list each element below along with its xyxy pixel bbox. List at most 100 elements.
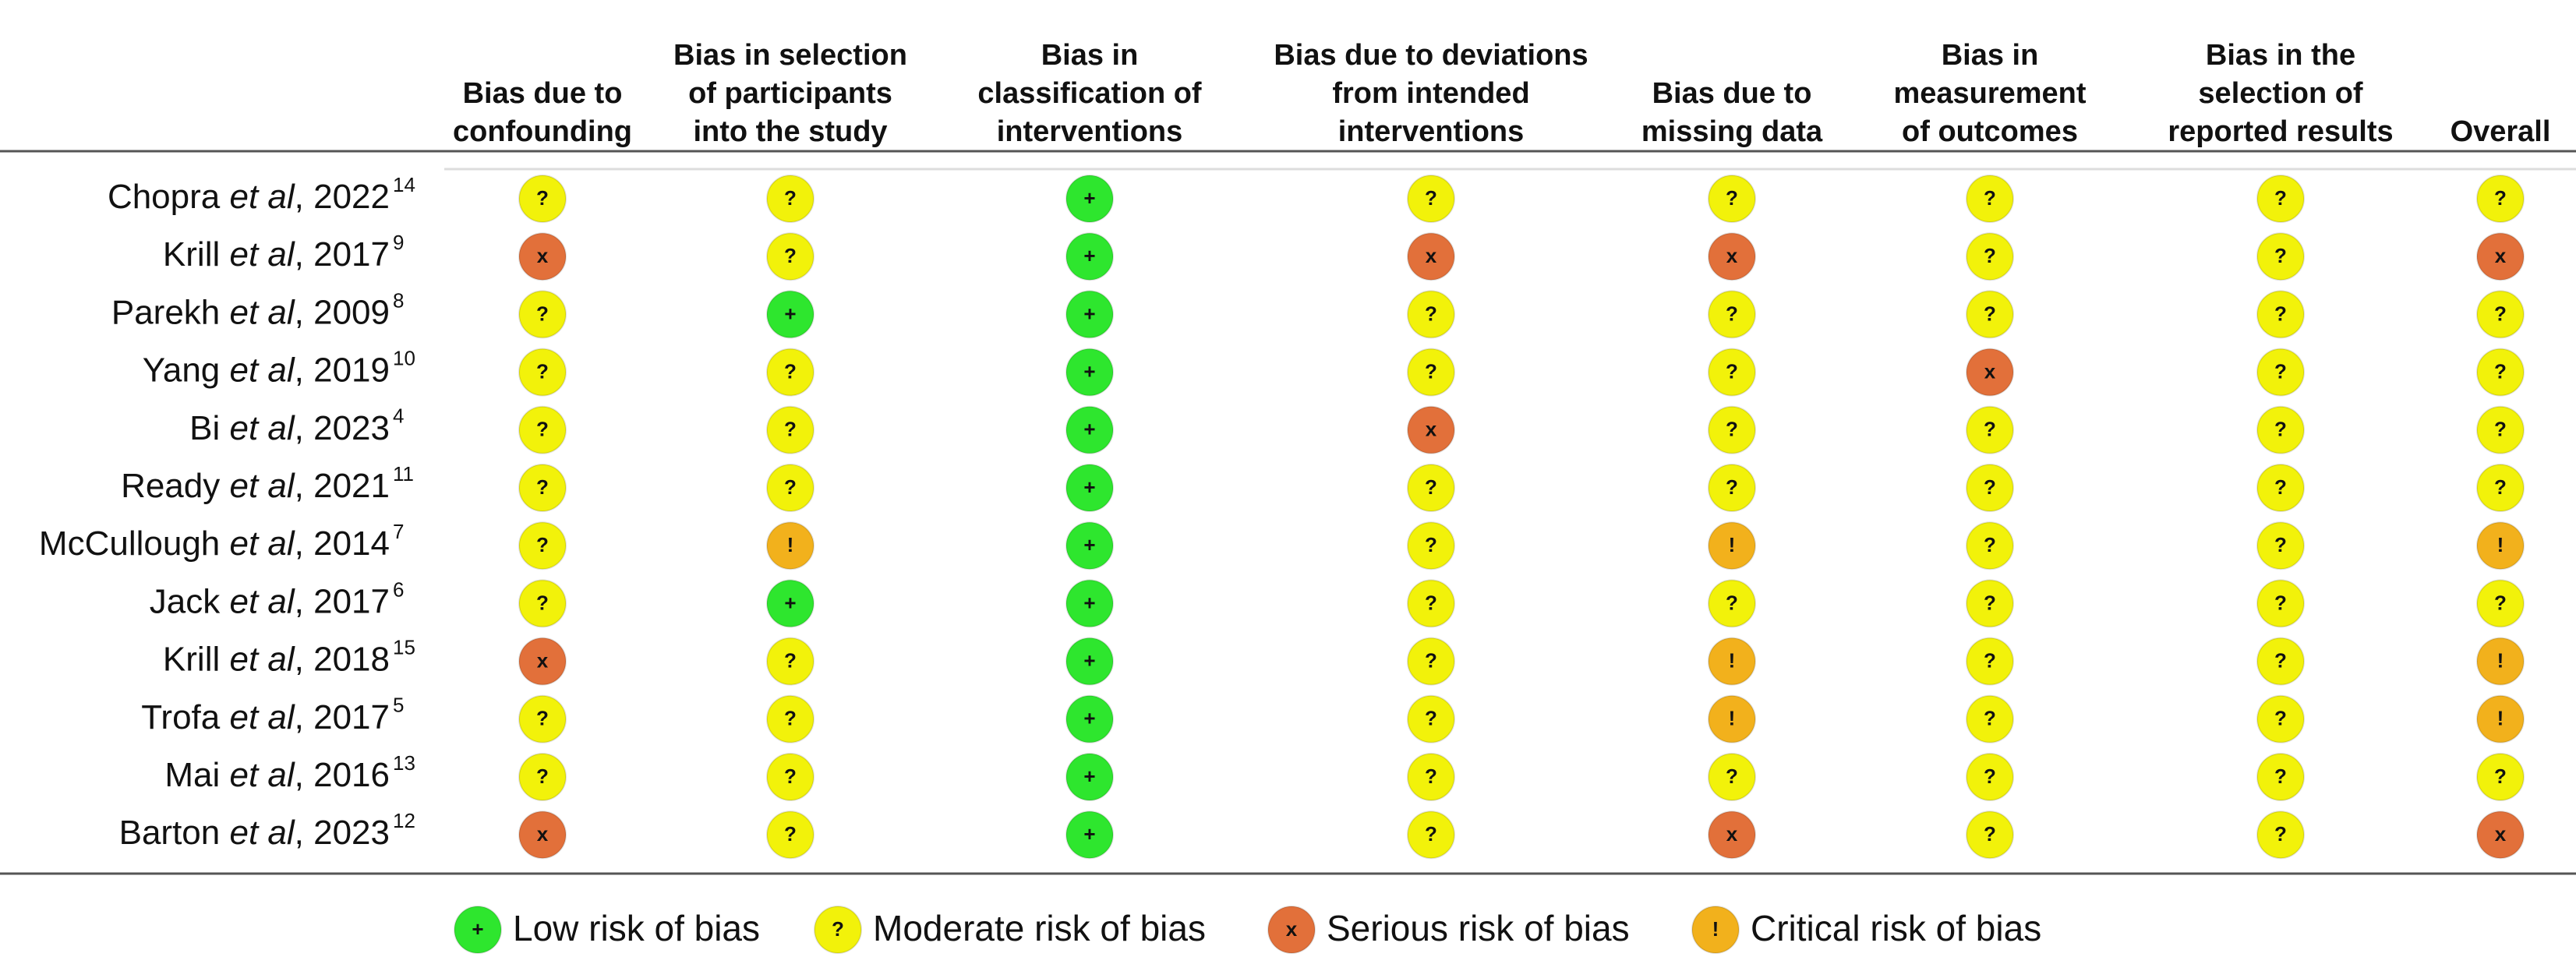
risk-symbol: ?	[784, 822, 797, 846]
risk-dot	[518, 637, 567, 686]
risk-symbol: !	[1729, 533, 1736, 556]
study-author: Chopra	[108, 178, 230, 216]
risk-dot	[2476, 405, 2525, 454]
column-header: measurement	[1893, 77, 2086, 110]
risk-dot	[518, 290, 567, 339]
study-name: Chopra et al, 2022	[108, 178, 390, 216]
risk-symbol: x	[537, 822, 549, 846]
study-ref: 4	[393, 404, 404, 428]
column-header: Bias due to	[463, 77, 623, 110]
risk-symbol: x	[1726, 244, 1738, 267]
study-etal: et al	[229, 178, 295, 216]
risk-dot	[518, 405, 567, 454]
risk-symbol: ?	[2274, 244, 2287, 267]
risk-dot	[814, 906, 862, 954]
risk-dot	[2256, 348, 2305, 397]
study-year: , 2019	[295, 351, 390, 389]
risk-dot	[1708, 753, 1756, 801]
risk-symbol: x	[1426, 244, 1437, 267]
risk-symbol: ?	[2274, 418, 2287, 441]
risk-symbol: ?	[1425, 475, 1437, 499]
column-header: interventions	[997, 115, 1183, 148]
study-author: Barton	[119, 814, 230, 852]
risk-dot	[766, 405, 814, 454]
risk-dot	[518, 579, 567, 628]
risk-dot	[2476, 348, 2525, 397]
risk-dot	[1708, 810, 1756, 860]
risk-dot	[1407, 232, 1455, 281]
risk-dot	[1407, 637, 1455, 686]
risk-symbol: ?	[2274, 591, 2287, 614]
risk-dot	[2256, 521, 2305, 570]
risk-symbol: ?	[1984, 186, 1996, 210]
legend-label: Serious risk of bias	[1327, 908, 1630, 948]
risk-symbol: +	[1083, 186, 1095, 210]
study-name: Trofa et al, 2017	[141, 697, 390, 736]
risk-dot	[1966, 753, 2014, 801]
risk-dot	[518, 232, 567, 281]
risk-dot	[1065, 694, 1114, 743]
risk-symbol: ?	[1984, 418, 1996, 441]
study-year: , 2018	[295, 640, 390, 678]
risk-symbol: +	[784, 591, 796, 614]
risk-dot	[2476, 521, 2525, 570]
study-author: Yang	[143, 351, 230, 389]
risk-dot	[1966, 232, 2014, 281]
study-name: Jack et al, 2017	[150, 582, 390, 620]
study-name: Ready et al, 2021	[121, 467, 390, 505]
risk-symbol: ?	[1726, 418, 1738, 441]
risk-symbol: x	[1984, 359, 1996, 383]
risk-symbol: ?	[2274, 765, 2287, 788]
risk-symbol: ?	[1425, 707, 1437, 730]
risk-dot	[1708, 579, 1756, 628]
column-header: of participants	[688, 77, 892, 110]
study-ref: 15	[393, 635, 415, 659]
risk-dot	[1708, 175, 1756, 223]
risk-dot	[518, 348, 567, 397]
risk-dot	[766, 348, 814, 397]
study-ref: 13	[393, 751, 415, 775]
risk-dot	[2256, 694, 2305, 743]
risk-dot	[1708, 521, 1756, 570]
risk-dot	[2476, 464, 2525, 512]
study-ref: 11	[393, 462, 414, 486]
risk-symbol: x	[1726, 822, 1738, 846]
risk-dot	[2476, 753, 2525, 801]
risk-symbol: ?	[2274, 186, 2287, 210]
risk-dot	[1407, 175, 1455, 223]
study-year: , 2023	[295, 814, 390, 852]
risk-symbol: !	[787, 533, 794, 556]
risk-dot	[766, 753, 814, 801]
legend-label: Moderate risk of bias	[873, 908, 1206, 948]
risk-symbol: ?	[1984, 533, 1996, 556]
column-header: of outcomes	[1902, 115, 2078, 148]
study-year: , 2014	[295, 524, 390, 563]
risk-symbol: ?	[1984, 707, 1996, 730]
risk-dot	[1407, 348, 1455, 397]
risk-symbol: ?	[1726, 186, 1738, 210]
risk-dot	[1065, 521, 1114, 570]
risk-symbol: ?	[1984, 765, 1996, 788]
risk-dot	[766, 694, 814, 743]
study-ref: 5	[393, 694, 404, 717]
risk-dot	[766, 464, 814, 512]
risk-symbol: ?	[1425, 648, 1437, 672]
risk-symbol: ?	[2274, 648, 2287, 672]
risk-symbol: ?	[1726, 765, 1738, 788]
risk-dot	[2256, 810, 2305, 860]
risk-dot	[1708, 405, 1756, 454]
column-header: into the study	[693, 115, 887, 148]
risk-dot	[1407, 579, 1455, 628]
column-header: reported results	[2168, 115, 2393, 148]
risk-dot	[2256, 753, 2305, 801]
risk-symbol: +	[784, 302, 796, 325]
risk-symbol: ?	[2494, 765, 2507, 788]
column-header: Overall	[2451, 115, 2551, 148]
study-year: , 2021	[295, 467, 390, 505]
risk-dot	[2256, 405, 2305, 454]
risk-dot	[2256, 464, 2305, 512]
risk-dot	[1966, 521, 2014, 570]
risk-dot	[2256, 175, 2305, 223]
study-ref: 6	[393, 577, 404, 601]
column-header: Bias due to deviations	[1274, 39, 1588, 72]
